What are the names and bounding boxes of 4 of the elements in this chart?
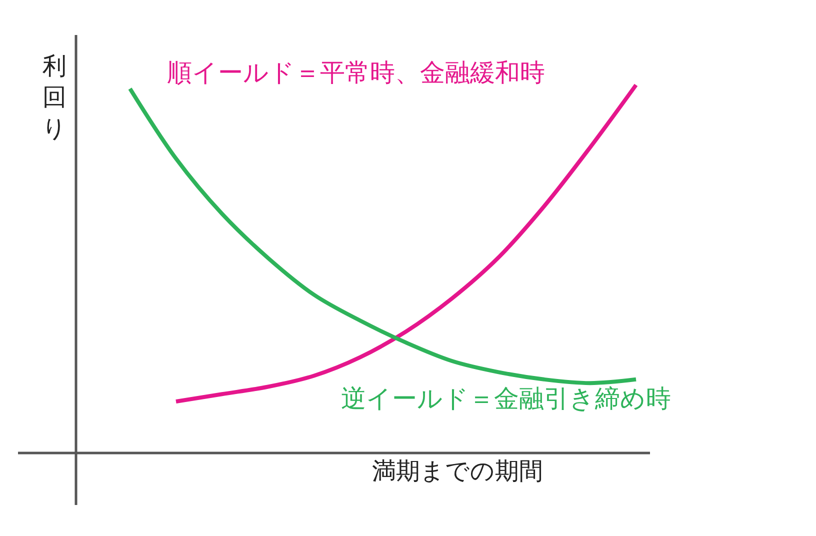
series-label: 逆イールド＝金融引き締め時 [341, 384, 671, 413]
y-axis-title: 利回り [42, 52, 67, 142]
x-axis-title: 満期までの期間 [372, 457, 543, 485]
text: 順イールド＝平常時、金融緩和時 [167, 58, 545, 87]
